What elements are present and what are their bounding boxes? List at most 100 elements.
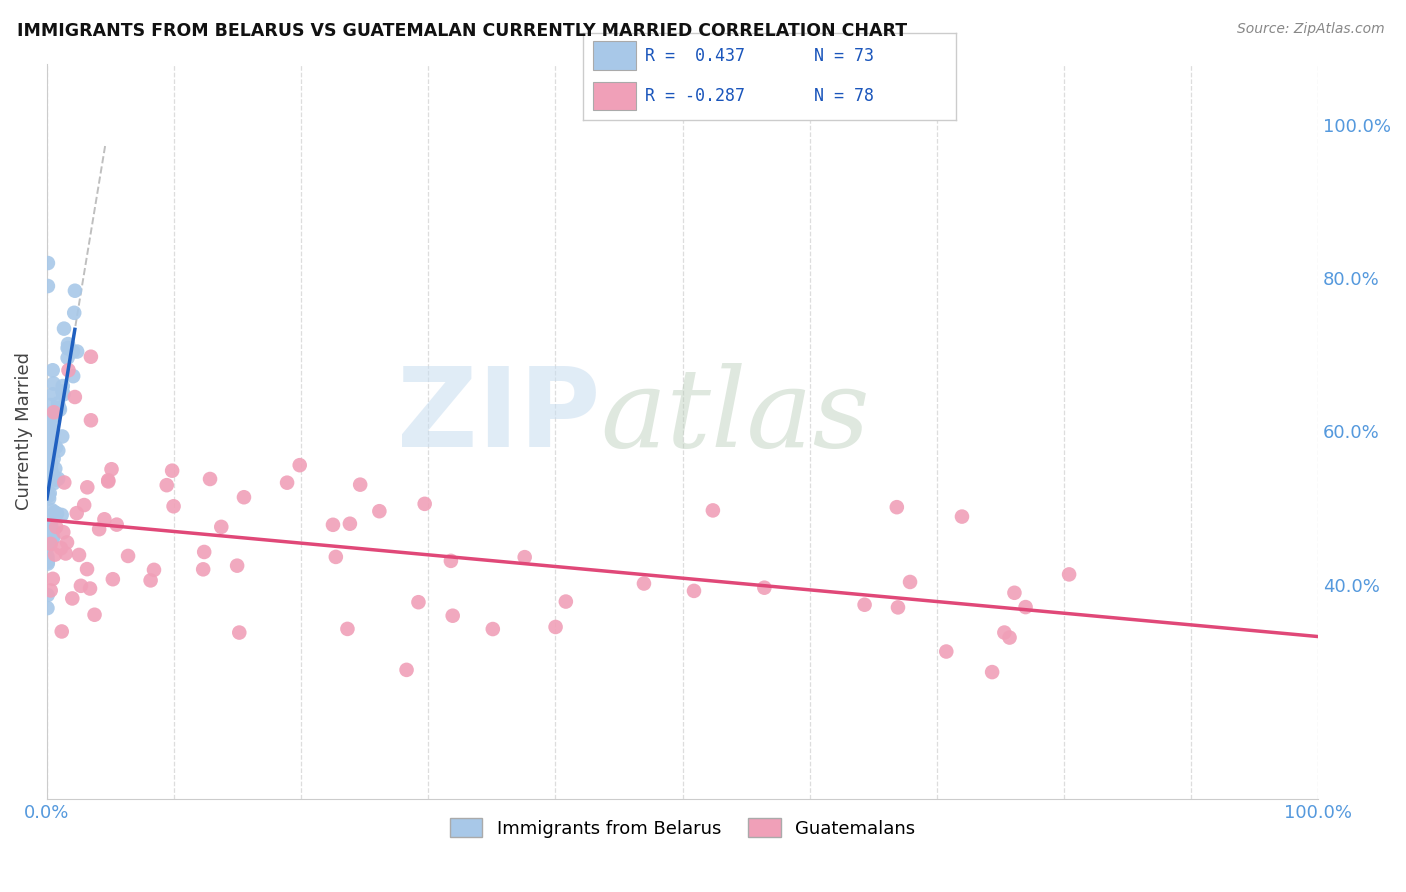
Point [41,532,63,546]
Point [156,478,179,492]
Point [886,500,908,515]
Point [38,488,60,502]
Point [44,548,66,562]
Point [52,525,75,540]
Point [39,537,62,551]
Point [37,256,59,270]
Point [76,480,98,494]
Point [44,461,66,475]
Point [209,520,232,534]
Point [754,581,776,595]
Point [37,536,59,550]
Point [101,572,124,586]
Bar [593,41,636,70]
Point [325,549,347,564]
Point [38,491,60,506]
Point [42,409,65,424]
Point [56,341,79,355]
Point [37,557,59,571]
Point [46,396,69,410]
Point [42,376,65,391]
Y-axis label: Currently Married: Currently Married [15,352,32,510]
Legend: Immigrants from Belarus, Guatemalans: Immigrants from Belarus, Guatemalans [443,811,922,845]
Point [56,351,79,365]
Point [993,625,1015,640]
Point [37,549,59,564]
Text: Source: ZipAtlas.com: Source: ZipAtlas.com [1237,22,1385,37]
Point [46,443,69,458]
Point [998,631,1021,645]
Point [58,363,80,377]
Text: ZIP: ZIP [396,363,600,470]
Point [45,473,67,487]
Point [52,379,75,393]
Point [46,507,69,521]
Point [193,545,215,559]
Point [37,531,59,545]
Point [51,384,73,399]
Point [139,574,162,588]
Text: N = 73: N = 73 [814,46,875,65]
Point [37,601,59,615]
Point [49,402,72,417]
Point [76,562,98,576]
Point [37,555,59,569]
Point [63,306,86,320]
Point [554,594,576,608]
Point [55,547,77,561]
Point [322,517,344,532]
Point [51,624,73,639]
Point [39,455,62,469]
Point [49,541,72,556]
Text: R = -0.287: R = -0.287 [645,87,745,105]
Point [53,321,76,335]
Point [160,464,183,478]
Point [42,476,65,491]
Point [97,473,120,487]
Point [853,598,876,612]
Point [62,369,84,384]
Point [42,572,65,586]
Point [39,511,62,525]
Point [683,583,706,598]
Bar [593,81,636,111]
Point [41,423,63,437]
Point [544,620,567,634]
Point [93,512,115,526]
Point [52,387,75,401]
Point [408,595,430,609]
Point [981,665,1004,679]
Point [42,451,65,466]
Point [56,337,79,351]
Point [228,625,250,640]
Point [48,401,70,415]
Point [39,464,62,478]
Point [481,622,503,636]
Point [37,588,59,602]
Point [233,490,256,504]
Point [37,279,59,293]
Text: atlas: atlas [600,363,869,470]
Point [56,535,79,549]
Point [62,344,84,359]
Point [45,520,67,534]
Point [339,516,361,531]
Point [42,531,65,545]
Point [198,472,221,486]
Point [38,486,60,500]
Point [60,591,83,606]
Point [633,576,655,591]
Point [79,582,101,596]
Point [100,462,122,476]
Point [46,472,69,486]
Point [41,503,63,517]
Point [37,551,59,566]
Point [37,489,59,503]
Point [440,554,463,568]
Point [53,475,76,490]
Point [83,607,105,622]
Point [42,405,65,419]
Point [41,437,63,451]
Point [37,431,59,445]
Point [67,548,90,562]
